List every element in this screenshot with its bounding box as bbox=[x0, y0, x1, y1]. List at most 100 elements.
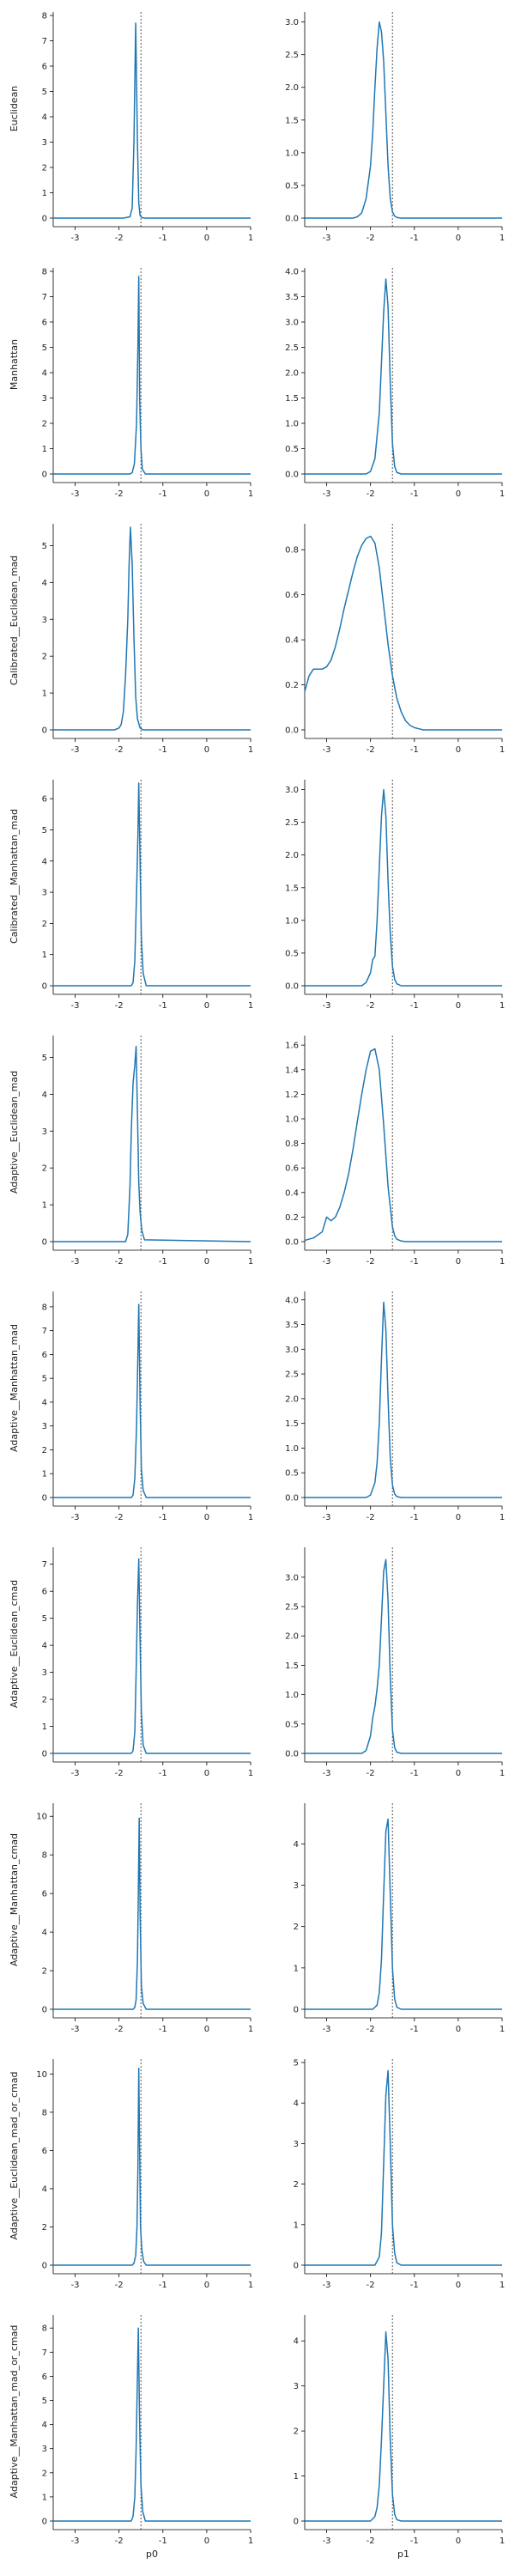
x-tick-label: 1 bbox=[500, 1769, 505, 1778]
x-tick-label: 0 bbox=[204, 489, 209, 499]
x-tick-label: -3 bbox=[323, 1769, 331, 1778]
x-tick-label: -1 bbox=[159, 2537, 167, 2546]
panel-r5-c1: 0.0 0.5 1.0 1.5 2.0 2.5 3.0 3.5 4.0 -3 -2 -1 0 1 bbox=[285, 1291, 505, 1522]
panel-r8-c1: 0 1 2 3 4 5 -3 -2 -1 0 1 bbox=[294, 2059, 506, 2291]
density-curve bbox=[305, 2069, 502, 2266]
y-tick-label: 1 bbox=[42, 1470, 47, 1479]
density-curve bbox=[53, 1558, 251, 1754]
x-tick-label: -1 bbox=[410, 1257, 419, 1267]
x-tick-label: -1 bbox=[410, 234, 419, 243]
y-axis-label: Calibrated__Manhattan_mad bbox=[9, 809, 20, 944]
density-curve bbox=[53, 22, 251, 219]
x-tick-label: 0 bbox=[456, 2281, 461, 2290]
y-tick-label: 10 bbox=[36, 1813, 47, 1822]
x-tick-label: -1 bbox=[159, 234, 167, 243]
y-tick-label: 5 bbox=[42, 1375, 47, 1384]
y-tick-label: 0.6 bbox=[285, 591, 299, 600]
x-tick-label: -2 bbox=[367, 745, 375, 755]
panel-r6-c1: 0.0 0.5 1.0 1.5 2.0 2.5 3.0 -3 -2 -1 0 1 bbox=[285, 1547, 505, 1778]
x-tick-label: -3 bbox=[71, 234, 80, 243]
y-tick-label: 1.0 bbox=[285, 149, 299, 158]
x-tick-label: -3 bbox=[323, 1257, 331, 1267]
x-tick-label: 1 bbox=[500, 234, 505, 243]
x-tick-label: -3 bbox=[71, 1513, 80, 1522]
y-tick-label: 4 bbox=[42, 1929, 47, 1938]
y-tick-label: 2.0 bbox=[285, 369, 299, 379]
x-tick-label: -2 bbox=[367, 1001, 375, 1011]
y-tick-label: 2.0 bbox=[285, 851, 299, 860]
x-tick-label: -2 bbox=[367, 489, 375, 499]
y-tick-label: 3 bbox=[42, 394, 47, 404]
y-tick-label: 1.4 bbox=[285, 1066, 299, 1075]
x-tick-label: -1 bbox=[159, 1513, 167, 1522]
y-tick-label: 6 bbox=[42, 1890, 47, 1899]
x-tick-label: 1 bbox=[248, 1257, 253, 1267]
y-tick-label: 1.5 bbox=[285, 1662, 299, 1671]
y-axis-label: Adaptive__Euclidean_cmad bbox=[9, 1580, 20, 1708]
y-tick-label: 1.5 bbox=[285, 1419, 299, 1429]
y-tick-label: 3.0 bbox=[285, 319, 299, 328]
x-tick-label: 0 bbox=[204, 2025, 209, 2034]
x-tick-label: -3 bbox=[71, 1001, 80, 1011]
x-tick-label: -3 bbox=[71, 2025, 80, 2034]
x-tick-label: 0 bbox=[456, 1513, 461, 1522]
x-tick-label: 1 bbox=[248, 234, 253, 243]
panel-r2-c0: 0 1 2 3 4 5 -3 -2 -1 0 1 bbox=[42, 524, 253, 755]
y-tick-label: 3 bbox=[42, 616, 47, 625]
y-tick-label: 8 bbox=[42, 12, 47, 21]
y-tick-label: 6 bbox=[42, 1351, 47, 1360]
y-tick-label: 4 bbox=[42, 1642, 47, 1651]
y-tick-label: 3.0 bbox=[285, 1573, 299, 1583]
density-curve bbox=[305, 1558, 502, 1754]
y-tick-label: 0 bbox=[42, 471, 47, 480]
y-tick-label: 0.8 bbox=[285, 546, 299, 556]
y-tick-label: 2 bbox=[42, 1967, 47, 1977]
y-tick-label: 10 bbox=[36, 2070, 47, 2080]
y-tick-label: 0.8 bbox=[285, 1139, 299, 1149]
density-curve bbox=[304, 535, 502, 731]
y-tick-label: 0.5 bbox=[285, 949, 299, 958]
y-tick-label: 4 bbox=[42, 2421, 47, 2430]
density-curve bbox=[305, 21, 502, 219]
y-axis-label: Adaptive__Manhattan_mad_or_cmad bbox=[9, 2325, 20, 2499]
y-tick-label: 1 bbox=[42, 189, 47, 198]
x-tick-label: -3 bbox=[323, 1001, 331, 1011]
x-tick-label: -3 bbox=[323, 1513, 331, 1522]
y-tick-label: 2 bbox=[42, 164, 47, 173]
x-axis-label: p0 bbox=[146, 2549, 158, 2560]
y-tick-label: 7 bbox=[42, 293, 47, 302]
y-tick-label: 2 bbox=[294, 2180, 299, 2190]
y-tick-label: 3.0 bbox=[285, 786, 299, 795]
y-tick-label: 0 bbox=[42, 2518, 47, 2527]
y-tick-label: 0.5 bbox=[285, 181, 299, 191]
x-tick-label: -1 bbox=[159, 745, 167, 755]
y-tick-label: 3.5 bbox=[285, 1321, 299, 1330]
y-tick-label: 5 bbox=[42, 2397, 47, 2406]
x-tick-label: -2 bbox=[367, 1257, 375, 1267]
x-tick-label: -2 bbox=[115, 1001, 124, 1011]
y-tick-label: 1.0 bbox=[285, 420, 299, 429]
y-tick-label: 7 bbox=[42, 1327, 47, 1336]
y-tick-label: 6 bbox=[42, 1588, 47, 1597]
panel-r5-c0: 0 1 2 3 4 5 6 7 8 -3 -2 -1 0 1 bbox=[42, 1291, 253, 1522]
x-tick-label: -2 bbox=[115, 2537, 124, 2546]
y-tick-label: 0 bbox=[42, 1750, 47, 1759]
y-tick-label: 4 bbox=[42, 857, 47, 866]
y-tick-label: 0.5 bbox=[285, 1720, 299, 1729]
y-tick-label: 0 bbox=[294, 2006, 299, 2015]
y-tick-label: 1.6 bbox=[285, 1042, 299, 1051]
x-tick-label: -1 bbox=[159, 1001, 167, 1011]
y-tick-label: 3 bbox=[294, 2382, 299, 2391]
y-tick-label: 3 bbox=[42, 1127, 47, 1137]
y-tick-label: 1.5 bbox=[285, 116, 299, 125]
y-tick-label: 2 bbox=[294, 2427, 299, 2437]
x-tick-label: -3 bbox=[71, 489, 80, 499]
x-tick-label: 1 bbox=[248, 489, 253, 499]
x-tick-label: 1 bbox=[500, 2025, 505, 2034]
y-tick-label: 5 bbox=[42, 343, 47, 353]
y-tick-label: 0.5 bbox=[285, 445, 299, 454]
y-tick-label: 6 bbox=[42, 319, 47, 328]
y-tick-label: 0 bbox=[42, 1238, 47, 1248]
y-tick-label: 0.2 bbox=[285, 1213, 299, 1223]
